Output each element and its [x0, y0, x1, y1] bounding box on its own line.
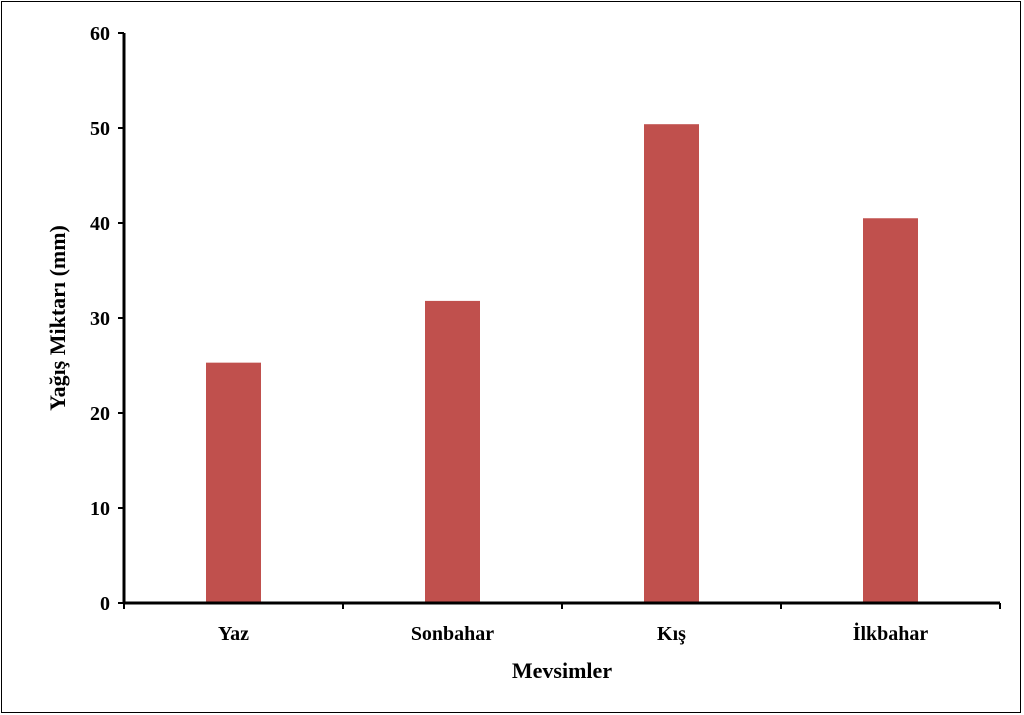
- y-tick-label-6: 60: [90, 23, 110, 45]
- x-tick-label-0: Yaz: [218, 623, 249, 645]
- x-tick-label-2: Kış: [657, 623, 686, 645]
- y-tick-label-5: 50: [90, 118, 110, 140]
- y-tick-label-0: 0: [100, 593, 110, 615]
- y-tick-label-1: 10: [90, 498, 110, 520]
- y-tick-label-2: 20: [90, 403, 110, 425]
- x-tick-label-3: İlkbahar: [853, 621, 929, 645]
- bar-0: [206, 362, 261, 603]
- y-axis-title: Yağış Miktarı (mm): [45, 225, 70, 411]
- bar-2: [644, 124, 699, 603]
- ticks-group: 0 10 20 30 40 50 60 Yaz Sonbahar Kış İlkbahar: [90, 23, 1001, 645]
- x-axis-title: Mevsimler: [512, 658, 612, 683]
- bars-group: [206, 124, 918, 603]
- y-tick-label-3: 30: [90, 308, 110, 330]
- x-tick-label-1: Sonbahar: [411, 623, 494, 645]
- bar-1: [425, 300, 480, 603]
- y-tick-label-4: 40: [90, 213, 110, 235]
- bar-3: [863, 218, 918, 603]
